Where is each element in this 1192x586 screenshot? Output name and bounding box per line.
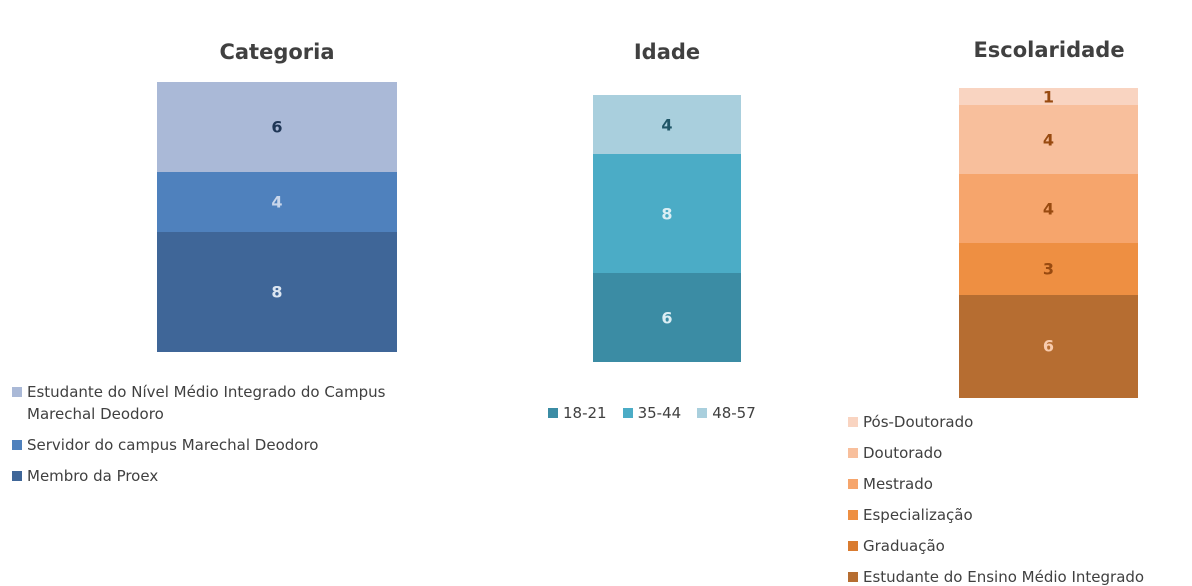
- legend-item: Doutorado: [848, 442, 1192, 464]
- data-label: 4: [661, 115, 673, 135]
- bar-segment: [157, 172, 397, 232]
- legend-item: Estudante do Nível Médio Integrado do Ca…: [12, 381, 452, 425]
- legend-item: 18-21: [548, 402, 607, 424]
- legend: Estudante do Nível Médio Integrado do Ca…: [12, 381, 452, 496]
- data-label: 3: [1042, 259, 1055, 279]
- legend-label: Estudante do Nível Médio Integrado do Ca…: [27, 383, 386, 423]
- legend-swatch: [848, 479, 858, 489]
- legend-label: Estudante do Ensino Médio Integrado: [863, 568, 1145, 586]
- legend-swatch: [622, 408, 633, 418]
- data-label: 4: [271, 192, 283, 212]
- bar-segment: [959, 243, 1138, 295]
- bar-segment: [157, 82, 397, 172]
- data-label: 8: [271, 282, 283, 302]
- legend-swatch: [848, 417, 858, 427]
- legend-item: Mestrado: [848, 473, 1192, 495]
- bar-segment: [959, 294, 1138, 398]
- chart-title: Categoria: [219, 40, 335, 64]
- stacked-bar: 6 8 4: [593, 95, 741, 362]
- bar-segment: [593, 154, 741, 273]
- legend-swatch: [12, 471, 22, 481]
- data-label: 4: [1042, 130, 1055, 150]
- legend-item: Graduação: [848, 535, 1192, 557]
- legend-label: 18-21: [563, 404, 607, 422]
- legend-swatch: [848, 510, 858, 520]
- bar-segment: [593, 95, 741, 155]
- legend-swatch: [12, 387, 22, 397]
- legend-label: Membro da Proex: [27, 467, 159, 485]
- legend-label: Graduação: [863, 537, 945, 555]
- chart-title: Escolaridade: [973, 38, 1125, 62]
- legend-label: 48-57: [712, 404, 756, 422]
- stacked-bar: 8 4 6: [157, 82, 397, 352]
- stacked-bar: 6 3 4 4 1: [959, 87, 1138, 398]
- chart-title: Idade: [633, 40, 701, 64]
- legend: 18-21 35-44 48-57: [548, 402, 808, 424]
- data-label: 1: [1042, 87, 1055, 107]
- legend: Pós-Doutorado Doutorado Mestrado Especializ…: [848, 411, 1192, 586]
- data-label: 6: [661, 308, 673, 327]
- legend-item: Estudante do Ensino Médio Integrado: [848, 566, 1192, 586]
- legend-swatch: [848, 572, 858, 582]
- legend-item: 35-44: [622, 402, 682, 424]
- data-label: 4: [1042, 199, 1055, 219]
- legend-swatch: [12, 440, 22, 450]
- legend-swatch: [697, 408, 708, 418]
- legend-item: Especialização: [848, 504, 1192, 526]
- bar-segment: [959, 88, 1138, 106]
- legend-label: Doutorado: [863, 444, 943, 462]
- legend-item: Pós-Doutorado: [848, 411, 1192, 433]
- legend-label: Mestrado: [863, 475, 933, 493]
- bar-segment: [593, 273, 741, 362]
- legend-item: Servidor do campus Marechal Deodoro: [12, 434, 452, 456]
- legend-swatch: [848, 448, 858, 458]
- legend-label: Servidor do campus Marechal Deodoro: [27, 436, 319, 454]
- legend-item: 48-57: [697, 402, 756, 424]
- data-label: 6: [271, 117, 283, 137]
- legend-label: Pós-Doutorado: [863, 413, 974, 431]
- legend-label: Especialização: [863, 506, 973, 524]
- legend-item: Membro da Proex: [12, 465, 452, 487]
- legend-label: 35-44: [637, 404, 682, 422]
- bar-segment: [959, 105, 1138, 175]
- data-label: 6: [1042, 336, 1055, 356]
- bar-segment: [959, 174, 1138, 243]
- legend-swatch: [848, 541, 858, 551]
- data-label: 8: [661, 204, 673, 224]
- bar-segment: [157, 232, 397, 352]
- legend-swatch: [548, 408, 558, 418]
